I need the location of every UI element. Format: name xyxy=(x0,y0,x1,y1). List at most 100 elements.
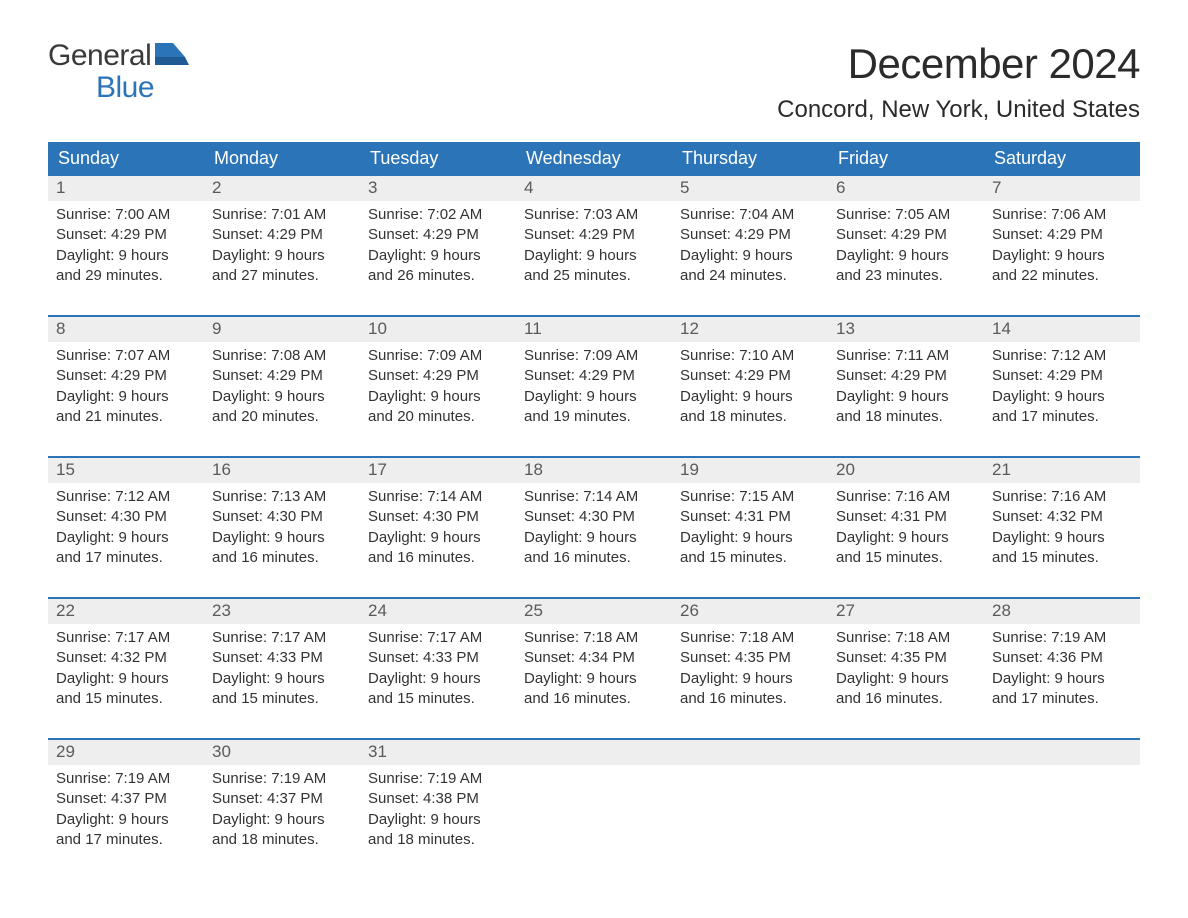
sunset-line: Sunset: 4:35 PM xyxy=(680,648,820,668)
sunrise-value: 7:19 AM xyxy=(271,770,326,787)
day-number-row: 1234567 xyxy=(48,176,1140,201)
week-row: 293031Sunrise: 7:19 AMSunset: 4:37 PMDay… xyxy=(48,738,1140,861)
daylight-line: Daylight: 9 hours xyxy=(56,810,196,830)
sunset-value: 4:31 PM xyxy=(735,508,791,525)
sunset-line: Sunset: 4:29 PM xyxy=(680,366,820,386)
sunset-label: Sunset: xyxy=(368,649,423,666)
daylight-line: Daylight: 9 hours xyxy=(524,669,664,689)
daylight-label: Daylight: xyxy=(680,388,743,405)
day-number-row: 15161718192021 xyxy=(48,458,1140,483)
sunset-label: Sunset: xyxy=(524,367,579,384)
daylight-value: 9 hours xyxy=(431,670,481,687)
daylight-line-2: and 18 minutes. xyxy=(680,407,820,427)
sunset-label: Sunset: xyxy=(56,226,111,243)
daylight-value: 9 hours xyxy=(275,529,325,546)
day-number: 19 xyxy=(672,458,828,483)
sunset-line: Sunset: 4:38 PM xyxy=(368,789,508,809)
day-cell: Sunrise: 7:10 AMSunset: 4:29 PMDaylight:… xyxy=(672,342,828,438)
sunrise-line: Sunrise: 7:16 AM xyxy=(992,487,1132,507)
sunrise-label: Sunrise: xyxy=(524,629,583,646)
day-number: 9 xyxy=(204,317,360,342)
day-cell: Sunrise: 7:15 AMSunset: 4:31 PMDaylight:… xyxy=(672,483,828,579)
day-cell: Sunrise: 7:18 AMSunset: 4:34 PMDaylight:… xyxy=(516,624,672,720)
daylight-label: Daylight: xyxy=(680,670,743,687)
day-number-row: 293031 xyxy=(48,740,1140,765)
sunset-label: Sunset: xyxy=(212,226,267,243)
sunrise-label: Sunrise: xyxy=(368,629,427,646)
day-number: 10 xyxy=(360,317,516,342)
daylight-line-2: and 15 minutes. xyxy=(992,548,1132,568)
day-cell: Sunrise: 7:18 AMSunset: 4:35 PMDaylight:… xyxy=(828,624,984,720)
daylight-label: Daylight: xyxy=(836,670,899,687)
day-cell: Sunrise: 7:13 AMSunset: 4:30 PMDaylight:… xyxy=(204,483,360,579)
sunrise-value: 7:17 AM xyxy=(115,629,170,646)
sunset-label: Sunset: xyxy=(212,508,267,525)
day-cell: Sunrise: 7:17 AMSunset: 4:33 PMDaylight:… xyxy=(204,624,360,720)
daylight-label: Daylight: xyxy=(212,388,275,405)
sunrise-line: Sunrise: 7:18 AM xyxy=(524,628,664,648)
daylight-label: Daylight: xyxy=(56,529,119,546)
sunset-line: Sunset: 4:29 PM xyxy=(836,225,976,245)
daylight-value: 9 hours xyxy=(587,670,637,687)
header: General Blue December 2024 Concord, New … xyxy=(48,40,1140,124)
sunset-value: 4:30 PM xyxy=(423,508,479,525)
daylight-line: Daylight: 9 hours xyxy=(212,810,352,830)
sunrise-value: 7:01 AM xyxy=(271,206,326,223)
daylight-value: 9 hours xyxy=(743,529,793,546)
sunrise-value: 7:11 AM xyxy=(895,347,949,364)
sunrise-line: Sunrise: 7:04 AM xyxy=(680,205,820,225)
sunset-line: Sunset: 4:33 PM xyxy=(368,648,508,668)
daylight-line: Daylight: 9 hours xyxy=(212,246,352,266)
week-row: 15161718192021Sunrise: 7:12 AMSunset: 4:… xyxy=(48,456,1140,579)
sunrise-line: Sunrise: 7:06 AM xyxy=(992,205,1132,225)
day-number: 16 xyxy=(204,458,360,483)
daylight-line-2: and 27 minutes. xyxy=(212,266,352,286)
day-number: 7 xyxy=(984,176,1140,201)
daylight-line-2: and 15 minutes. xyxy=(836,548,976,568)
daylight-line: Daylight: 9 hours xyxy=(992,387,1132,407)
daylight-label: Daylight: xyxy=(368,388,431,405)
sunset-label: Sunset: xyxy=(524,508,579,525)
logo-flag-icon xyxy=(155,40,189,72)
day-cell: Sunrise: 7:19 AMSunset: 4:36 PMDaylight:… xyxy=(984,624,1140,720)
sunrise-line: Sunrise: 7:09 AM xyxy=(368,346,508,366)
sunrise-label: Sunrise: xyxy=(56,488,115,505)
weekday-header-cell: Tuesday xyxy=(360,142,516,176)
sunset-value: 4:29 PM xyxy=(423,226,479,243)
weekday-header-cell: Saturday xyxy=(984,142,1140,176)
sunset-line: Sunset: 4:36 PM xyxy=(992,648,1132,668)
sunrise-value: 7:04 AM xyxy=(739,206,794,223)
sunrise-line: Sunrise: 7:05 AM xyxy=(836,205,976,225)
daylight-label: Daylight: xyxy=(524,529,587,546)
daylight-line: Daylight: 9 hours xyxy=(836,528,976,548)
day-cell: Sunrise: 7:11 AMSunset: 4:29 PMDaylight:… xyxy=(828,342,984,438)
sunset-label: Sunset: xyxy=(836,649,891,666)
day-cell: Sunrise: 7:16 AMSunset: 4:31 PMDaylight:… xyxy=(828,483,984,579)
day-cell: Sunrise: 7:01 AMSunset: 4:29 PMDaylight:… xyxy=(204,201,360,297)
sunset-label: Sunset: xyxy=(368,367,423,384)
daylight-line-2: and 21 minutes. xyxy=(56,407,196,427)
day-cell: Sunrise: 7:03 AMSunset: 4:29 PMDaylight:… xyxy=(516,201,672,297)
sunset-value: 4:29 PM xyxy=(423,367,479,384)
daylight-line: Daylight: 9 hours xyxy=(368,387,508,407)
sunset-value: 4:29 PM xyxy=(267,367,323,384)
sunset-line: Sunset: 4:29 PM xyxy=(368,225,508,245)
sunset-line: Sunset: 4:29 PM xyxy=(524,366,664,386)
day-cell: Sunrise: 7:12 AMSunset: 4:30 PMDaylight:… xyxy=(48,483,204,579)
sunrise-label: Sunrise: xyxy=(56,629,115,646)
sunrise-label: Sunrise: xyxy=(680,347,739,364)
sunrise-line: Sunrise: 7:19 AM xyxy=(56,769,196,789)
day-cell: Sunrise: 7:17 AMSunset: 4:32 PMDaylight:… xyxy=(48,624,204,720)
day-number xyxy=(828,740,984,765)
sunrise-line: Sunrise: 7:03 AM xyxy=(524,205,664,225)
daylight-line-2: and 15 minutes. xyxy=(56,689,196,709)
sunrise-value: 7:09 AM xyxy=(583,347,638,364)
daylight-line-2: and 16 minutes. xyxy=(368,548,508,568)
daylight-label: Daylight: xyxy=(836,388,899,405)
daylight-label: Daylight: xyxy=(680,247,743,264)
sunset-label: Sunset: xyxy=(56,790,111,807)
day-number: 28 xyxy=(984,599,1140,624)
sunset-label: Sunset: xyxy=(212,790,267,807)
sunset-value: 4:29 PM xyxy=(1047,367,1103,384)
sunrise-line: Sunrise: 7:13 AM xyxy=(212,487,352,507)
